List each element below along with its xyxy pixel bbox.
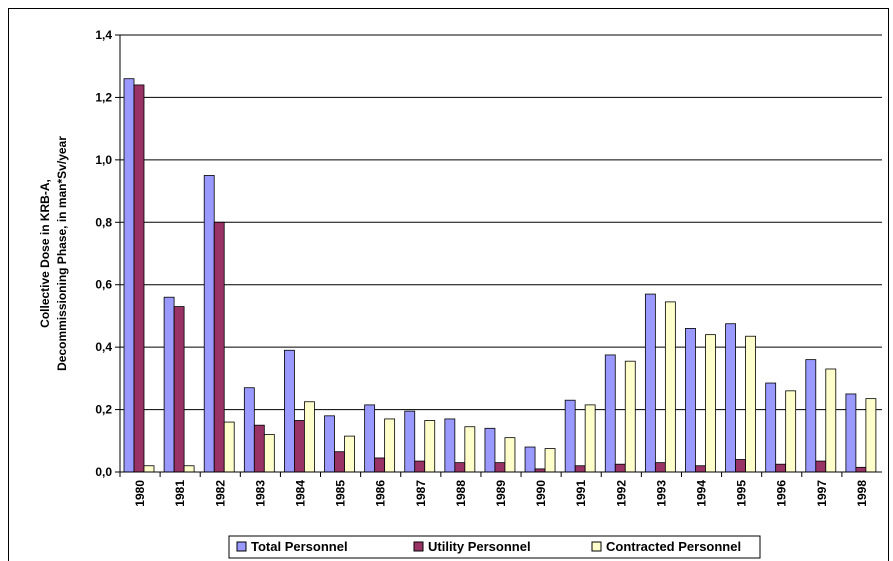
bar (845, 393, 857, 473)
bar (223, 421, 235, 473)
bar (484, 427, 496, 473)
y-tick-label: 0,6 (95, 278, 112, 292)
bar (253, 424, 265, 473)
y-tick-label: 1,4 (95, 28, 112, 42)
bar (584, 404, 596, 473)
bar (424, 420, 436, 473)
bar (404, 410, 416, 473)
bar (695, 465, 706, 473)
legend-box (228, 535, 761, 559)
bar (213, 221, 225, 473)
legend: Total Personnel Utility Personnel Contract… (228, 535, 761, 559)
y-tick-label: 0,8 (95, 215, 112, 229)
bar (855, 466, 867, 473)
bar (825, 368, 837, 473)
bar (454, 462, 466, 473)
bar (725, 323, 736, 473)
y-axis-label: Decommissioning Phase, in man*Sv/year (55, 136, 69, 371)
x-tick-label: 1981 (173, 480, 187, 507)
legend-label: Total Personnel (251, 539, 348, 554)
bar (745, 335, 756, 473)
legend-swatch (591, 541, 602, 552)
bar (624, 360, 636, 473)
bar (785, 390, 797, 473)
bar (644, 293, 656, 473)
bar (143, 465, 155, 473)
bar (163, 296, 175, 473)
bar (304, 401, 315, 473)
bar (344, 435, 355, 473)
x-tick-label: 1982 (213, 480, 227, 507)
bar (805, 359, 817, 473)
legend-label: Utility Personnel (428, 539, 531, 554)
bar (294, 420, 305, 473)
legend-swatch (236, 541, 247, 552)
bar (414, 460, 426, 473)
bar (284, 349, 295, 473)
x-tick-label: 1988 (454, 480, 468, 507)
x-tick-label: 1992 (614, 480, 628, 507)
bar (654, 462, 666, 473)
x-tick-label: 1994 (695, 480, 709, 507)
bar (374, 457, 386, 473)
x-tick-label: 1985 (334, 480, 348, 507)
bar (815, 460, 827, 473)
x-tick-label: 1996 (775, 480, 789, 507)
bar (173, 306, 185, 473)
bar (604, 354, 616, 473)
x-tick-label: 1997 (815, 480, 829, 507)
x-tick-label: 1989 (494, 480, 508, 507)
bar (324, 415, 335, 473)
x-tick-label: 1993 (654, 480, 668, 507)
bar (564, 399, 576, 473)
bar (504, 437, 516, 473)
bar (203, 175, 215, 473)
y-tick-label: 0,2 (95, 403, 112, 417)
x-tick-label: 1984 (293, 480, 307, 507)
x-tick-label: 1980 (133, 480, 147, 507)
bar (494, 462, 506, 473)
bar (263, 434, 275, 473)
bar (133, 84, 145, 473)
bar (183, 465, 195, 473)
x-tick-label: 1990 (534, 480, 548, 507)
y-tick-label: 1,2 (95, 90, 112, 104)
bar (444, 418, 456, 473)
x-tick-label: 1995 (735, 480, 749, 507)
bar (775, 463, 787, 473)
bar (334, 451, 345, 473)
y-axis-label: Collective Dose in KRB-A, (38, 179, 52, 328)
y-tick-label: 0,0 (95, 465, 112, 479)
bar (243, 387, 255, 473)
bar (574, 465, 586, 473)
bar (705, 334, 716, 473)
bar (865, 398, 877, 473)
bar (364, 404, 376, 473)
legend-swatch (413, 541, 424, 552)
x-tick-label: 1983 (253, 480, 267, 507)
x-tick-label: 1998 (855, 480, 869, 507)
bar (123, 78, 135, 473)
x-tick-label: 1991 (574, 480, 588, 507)
bar (735, 459, 746, 473)
y-tick-label: 0,4 (95, 340, 112, 354)
x-tick-label: 1987 (414, 480, 428, 507)
bar (614, 463, 626, 473)
bar (685, 328, 696, 473)
y-tick-label: 1,0 (95, 153, 112, 167)
bar (544, 448, 556, 473)
x-tick-label: 1986 (374, 480, 388, 507)
bar (664, 301, 676, 473)
legend-label: Contracted Personnel (606, 539, 741, 554)
bar (464, 426, 476, 473)
bar (384, 418, 396, 473)
bar (524, 446, 536, 473)
bar (765, 382, 777, 473)
